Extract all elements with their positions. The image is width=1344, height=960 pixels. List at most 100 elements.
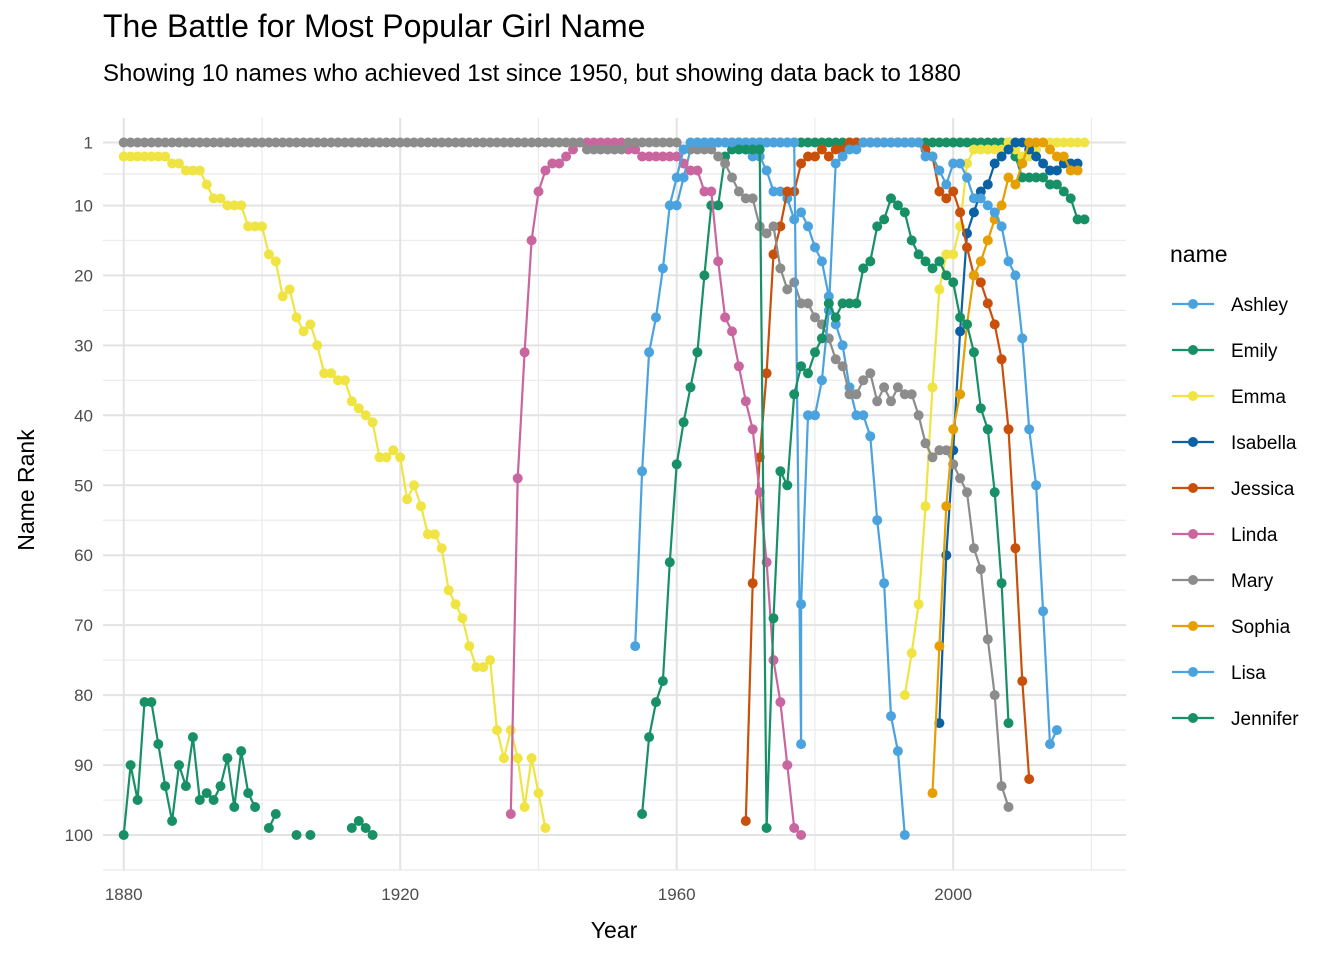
- data-point: [962, 158, 972, 169]
- data-point: [906, 235, 917, 246]
- data-point: [982, 634, 993, 645]
- data-point: [1031, 137, 1042, 148]
- data-point: [989, 690, 1000, 701]
- data-point: [561, 137, 572, 148]
- data-point: [934, 165, 945, 176]
- legend-point-swatch: [1188, 575, 1198, 585]
- legend-point-swatch: [1188, 713, 1198, 723]
- legend-item-sophia: Sophia: [1172, 617, 1291, 638]
- data-point: [146, 137, 157, 148]
- data-point: [906, 648, 917, 659]
- series-emily: [118, 137, 1090, 840]
- data-point: [153, 739, 164, 750]
- legend-label: Linda: [1231, 525, 1278, 546]
- data-point: [927, 382, 938, 393]
- data-point: [243, 137, 254, 148]
- legend-label: Isabella: [1231, 433, 1297, 454]
- data-point: [1010, 543, 1021, 554]
- legend-item-ashley: Ashley: [1172, 295, 1289, 316]
- data-point: [968, 270, 979, 281]
- data-point: [588, 144, 599, 155]
- data-point: [713, 151, 724, 162]
- data-point: [733, 361, 744, 372]
- data-point: [644, 732, 655, 743]
- data-point: [740, 137, 751, 148]
- data-point: [319, 368, 330, 379]
- data-point: [906, 389, 917, 400]
- data-point: [920, 501, 931, 512]
- data-point: [519, 137, 530, 148]
- data-point: [768, 655, 779, 666]
- data-point: [962, 242, 972, 253]
- data-point: [1017, 172, 1028, 183]
- data-point: [1079, 214, 1090, 225]
- data-point: [1003, 802, 1014, 812]
- data-point: [457, 613, 468, 624]
- data-point: [671, 459, 682, 470]
- legend-point-swatch: [1188, 621, 1198, 631]
- data-point: [651, 312, 661, 323]
- data-point: [568, 137, 578, 148]
- data-point: [360, 410, 371, 421]
- data-point: [920, 137, 931, 148]
- data-point: [927, 151, 938, 162]
- x-tick-label: 2000: [934, 885, 972, 904]
- data-point: [208, 193, 219, 204]
- data-point: [644, 347, 655, 358]
- data-point: [927, 263, 938, 274]
- data-point: [892, 137, 903, 148]
- data-point: [996, 200, 1007, 211]
- data-point: [222, 137, 233, 148]
- data-point: [657, 151, 668, 162]
- data-point: [236, 200, 247, 211]
- data-point: [782, 480, 793, 491]
- data-point: [948, 158, 959, 169]
- data-point: [512, 753, 523, 764]
- legend-item-emily: Emily: [1172, 341, 1278, 362]
- data-point: [727, 172, 737, 183]
- data-point: [630, 144, 641, 155]
- data-point: [581, 137, 592, 148]
- legend-label: Jessica: [1231, 479, 1295, 500]
- data-point: [865, 256, 876, 267]
- data-point: [775, 466, 786, 477]
- data-point: [720, 151, 731, 162]
- data-point: [1010, 151, 1021, 162]
- data-point: [1045, 739, 1055, 750]
- data-point: [975, 137, 986, 148]
- data-point: [816, 333, 827, 344]
- data-point: [1010, 179, 1021, 190]
- data-point: [913, 599, 924, 610]
- data-point: [360, 823, 371, 833]
- data-point: [1017, 158, 1028, 169]
- data-point: [236, 137, 247, 148]
- x-tick-label: 1960: [658, 885, 696, 904]
- data-point: [886, 137, 896, 148]
- data-point: [899, 830, 910, 840]
- data-point: [229, 137, 240, 148]
- data-point: [796, 137, 807, 148]
- data-point: [1051, 165, 1062, 176]
- data-point: [810, 312, 820, 323]
- data-point: [118, 137, 129, 148]
- data-point: [955, 158, 966, 169]
- data-point: [934, 641, 945, 652]
- data-point: [934, 137, 945, 148]
- data-point: [720, 158, 731, 169]
- data-point: [1003, 137, 1014, 148]
- data-point: [346, 137, 357, 148]
- data-point: [174, 158, 184, 169]
- data-point: [498, 137, 509, 148]
- data-point: [132, 795, 143, 805]
- data-point: [899, 690, 910, 701]
- data-point: [982, 200, 993, 211]
- data-point: [637, 466, 648, 477]
- data-point: [955, 389, 966, 400]
- data-point: [409, 480, 419, 491]
- chart-title: The Battle for Most Popular Girl Name: [103, 8, 646, 44]
- data-point: [892, 746, 903, 757]
- data-point: [139, 151, 150, 162]
- data-point: [512, 137, 523, 148]
- data-point: [395, 137, 406, 148]
- data-point: [664, 557, 675, 568]
